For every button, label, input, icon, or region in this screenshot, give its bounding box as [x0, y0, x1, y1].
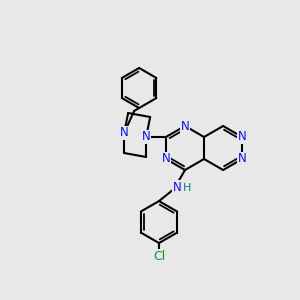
Text: H: H: [183, 183, 191, 193]
Text: Cl: Cl: [153, 250, 165, 262]
Text: N: N: [172, 181, 182, 194]
Text: N: N: [120, 127, 128, 140]
Text: N: N: [142, 130, 151, 143]
Text: N: N: [238, 152, 247, 166]
Text: N: N: [238, 130, 247, 143]
Text: N: N: [181, 119, 189, 133]
Text: N: N: [162, 152, 170, 166]
